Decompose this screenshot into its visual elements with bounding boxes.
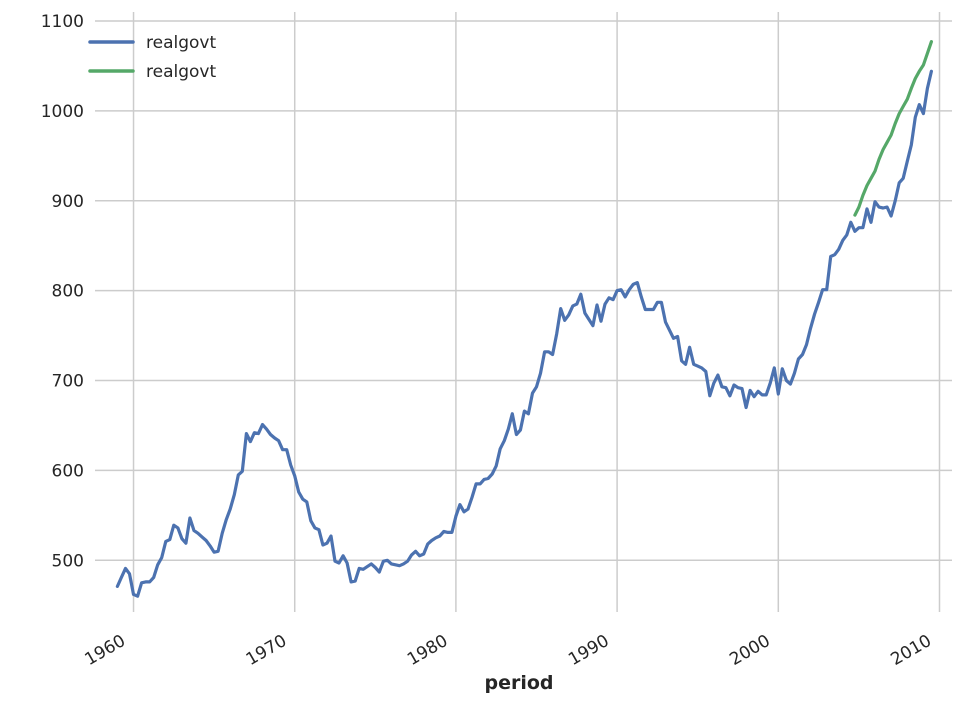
y-tick-label: 800: [52, 282, 84, 302]
y-tick-label: 500: [52, 551, 84, 571]
series-line-0: [115, 69, 934, 598]
y-tick-label: 700: [52, 372, 84, 392]
y-tick-label: 1000: [41, 102, 84, 122]
legend-label-1: realgovt: [146, 62, 216, 82]
series-layer: [115, 40, 934, 598]
legend-label-0: realgovt: [146, 33, 216, 53]
legend: realgovt realgovt: [88, 33, 216, 82]
series-line-1: [853, 40, 934, 217]
y-tick-label: 600: [52, 461, 84, 481]
y-tick-label: 1100: [41, 12, 84, 32]
x-axis-title: period: [484, 672, 553, 694]
grid: [95, 12, 952, 612]
y-tick-label: 900: [52, 192, 84, 212]
